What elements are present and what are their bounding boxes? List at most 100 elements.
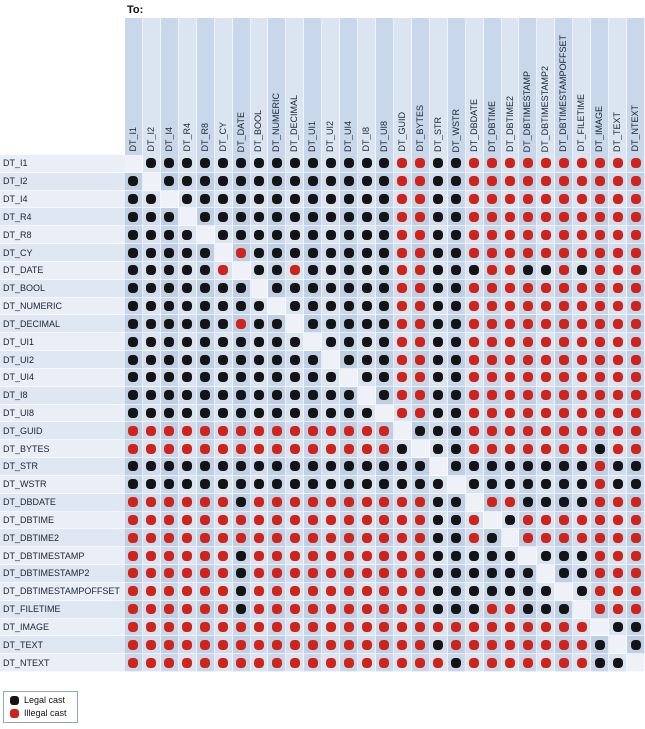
matrix-cell [411,226,430,245]
matrix-cell [483,155,502,173]
illegal-cast-dot [164,586,175,597]
illegal-cast-dot [505,621,515,632]
illegal-cast-dot [200,550,211,561]
matrix-cell [268,368,287,387]
illegal-cast-dot [253,425,264,436]
matrix-cell [411,351,430,369]
legal-cast-dot [271,176,282,187]
matrix-cell [268,493,287,512]
column-header-label: DT_IMAGE [594,105,605,152]
legal-cast-dot [218,479,229,490]
legal-cast-dot [307,283,318,294]
legal-cast-dot [271,283,282,294]
illegal-cast-dot [487,301,498,312]
legal-cast-dot [289,408,300,418]
matrix-cell [358,493,377,512]
matrix-cell [537,386,556,405]
matrix-cell [160,422,179,441]
illegal-cast-dot [630,176,641,187]
matrix-cell [519,475,538,494]
legal-cast-dot [307,461,318,472]
matrix-cell [304,368,323,387]
illegal-cast-dot [487,265,498,276]
illegal-cast-dot [253,568,264,579]
matrix-cell [573,226,592,245]
matrix-cell [268,386,287,405]
illegal-cast-dot [630,425,641,436]
matrix-cell [358,422,377,441]
matrix-cell [429,226,448,245]
legal-cast-dot [307,194,318,205]
matrix-cell [465,386,484,405]
illegal-cast-dot [289,604,300,615]
illegal-cast-dot [594,301,605,312]
illegal-cast-dot [415,550,426,561]
illegal-cast-dot-legend [10,708,19,718]
matrix-cell [160,351,179,369]
row-header: DT_DATE [0,261,125,280]
illegal-cast-dot [307,657,318,668]
illegal-cast-dot [540,354,551,365]
legal-cast-dot [612,479,623,490]
matrix-cell [573,386,592,405]
matrix-cell [340,529,359,548]
matrix-cell [142,190,161,209]
legal-cast-dot [236,158,247,169]
matrix-cell [465,261,484,280]
illegal-cast-dot [379,586,390,597]
matrix-cell [232,600,251,619]
illegal-cast-dot [253,604,264,615]
legal-cast-dot [361,301,372,312]
matrix-cell [429,208,448,227]
matrix-cell [393,475,412,494]
matrix-cell [304,333,323,352]
legal-cast-dot [361,211,372,222]
legal-cast-dot [146,229,157,240]
matrix-cell [537,351,556,369]
illegal-cast-dot [307,532,318,543]
matrix-cell [393,493,412,512]
illegal-cast-dot [576,425,587,436]
matrix-cell [232,582,251,601]
illegal-cast-dot [397,550,408,561]
matrix-cell [214,618,233,637]
matrix-cell [304,244,323,262]
legal-cast-dot [253,354,264,365]
matrix-cell [519,155,538,173]
legal-cast-dot [271,390,282,401]
row-header: DT_GUID [0,422,125,441]
legal-cast-dot [576,479,587,490]
matrix-cell [573,511,592,530]
row-header: DT_I1 [0,155,125,173]
legal-cast-dot [200,318,211,329]
legal-cast-dot [271,461,282,472]
matrix-cell [160,618,179,637]
legal-cast-dot [325,408,336,418]
matrix-cell [178,279,197,298]
illegal-cast-dot [594,211,605,222]
matrix-cell [501,155,520,173]
matrix-cell [411,582,430,601]
matrix-cell [160,636,179,655]
illegal-cast-dot [271,657,282,668]
column-header-label: DT_R8 [199,123,210,152]
matrix-cell [393,190,412,209]
matrix-cell [519,315,538,334]
illegal-cast-dot [325,425,336,436]
matrix-cell [465,547,484,566]
legal-cast-dot [343,229,354,240]
illegal-cast-dot [594,372,605,383]
matrix-cell [519,351,538,369]
row-header: DT_CY [0,244,125,262]
legal-cast-dot [433,176,444,187]
matrix-cell [142,208,161,227]
legal-cast-dot [451,532,462,543]
matrix-cell [573,297,592,316]
illegal-cast-dot [594,265,605,276]
matrix-cell [483,565,502,583]
matrix-cell [322,440,341,459]
matrix-cell [196,172,215,191]
matrix-cell [322,244,341,262]
matrix-cell [376,422,394,441]
matrix-cell [250,511,269,530]
